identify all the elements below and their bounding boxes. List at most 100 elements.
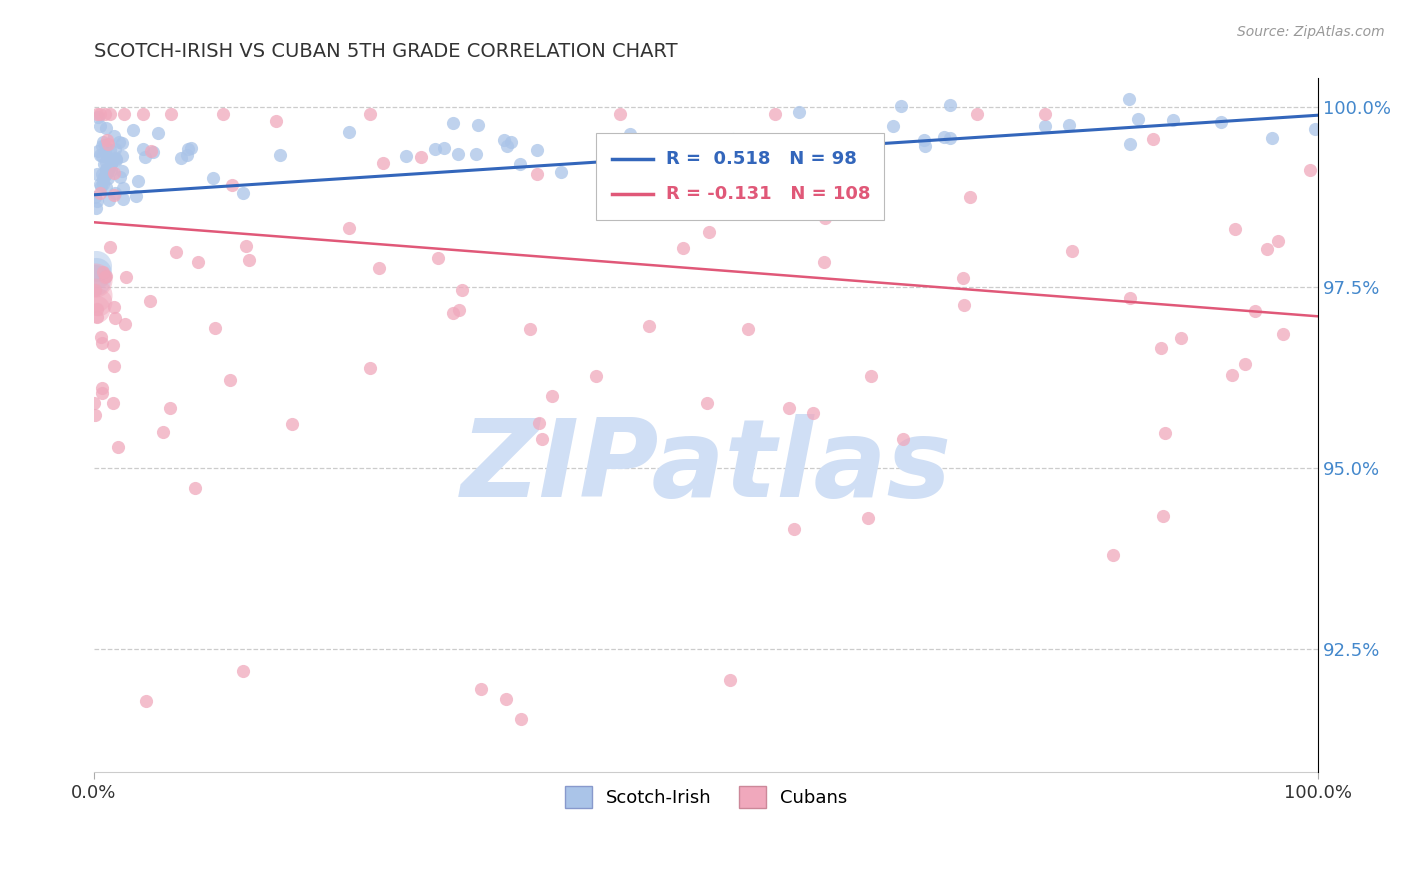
Point (373, 156, 395, 170)
Point (1267, 234, 1289, 248)
Point (939, 98, 962, 112)
Point (98, 161, 121, 176)
Point (441, 305, 464, 319)
Point (1152, 508, 1174, 523)
Point (139, 294, 162, 309)
Point (89, 186, 111, 200)
Text: R =  0.518   N = 98: R = 0.518 N = 98 (665, 150, 856, 168)
Point (94, 167, 117, 181)
Point (135, 693, 157, 707)
Point (783, 522, 806, 536)
Point (103, 359, 125, 374)
Point (87, 145, 110, 159)
Point (492, 133, 515, 147)
Point (541, 388, 564, 402)
Point (721, 131, 744, 145)
Point (127, 174, 149, 188)
Point (441, 116, 464, 130)
Point (100, 107, 122, 121)
Point (86, 302, 108, 317)
Point (93, 265, 115, 279)
Point (89, 120, 111, 134)
Text: ZIPatlas: ZIPatlas (461, 414, 952, 519)
Point (101, 338, 124, 352)
Point (882, 120, 904, 134)
Text: Source: ZipAtlas.com: Source: ZipAtlas.com (1237, 25, 1385, 39)
Point (235, 238, 257, 252)
Point (100, 163, 122, 178)
Point (939, 131, 962, 145)
Point (1161, 113, 1184, 128)
Point (527, 416, 550, 430)
Point (87, 110, 110, 124)
Point (637, 318, 659, 333)
Point (1126, 112, 1149, 126)
Point (101, 396, 124, 410)
Point (84, 190, 107, 204)
Point (914, 139, 936, 153)
Point (84, 408, 107, 422)
Point (778, 401, 800, 415)
Point (176, 148, 198, 162)
Point (427, 251, 450, 265)
Point (599, 133, 621, 147)
Point (359, 107, 381, 121)
Point (121, 123, 143, 137)
Point (1035, 120, 1057, 134)
Point (124, 189, 146, 203)
Point (103, 165, 125, 179)
Point (526, 143, 548, 157)
Point (84, 273, 107, 287)
Point (107, 440, 129, 454)
Point (96, 150, 118, 164)
Point (1225, 222, 1247, 236)
Point (447, 302, 470, 317)
Point (1150, 341, 1173, 355)
Point (423, 142, 446, 156)
Point (1170, 331, 1192, 345)
Point (232, 664, 254, 678)
Point (97, 170, 120, 185)
Point (953, 297, 976, 311)
Point (219, 373, 242, 387)
Point (433, 141, 456, 155)
Point (108, 135, 131, 149)
Point (763, 107, 786, 121)
Point (496, 139, 519, 153)
Point (801, 406, 824, 420)
Point (84, 287, 107, 301)
Point (91, 135, 114, 149)
Point (134, 150, 156, 164)
Point (1233, 357, 1256, 371)
Point (204, 320, 226, 334)
Point (98, 239, 121, 253)
Point (115, 270, 138, 285)
Point (141, 145, 163, 160)
Point (91, 148, 114, 162)
Point (94, 269, 117, 284)
Point (97, 136, 120, 151)
Point (94, 145, 117, 160)
Text: SCOTCH-IRISH VS CUBAN 5TH GRADE CORRELATION CHART: SCOTCH-IRISH VS CUBAN 5TH GRADE CORRELAT… (94, 42, 678, 61)
Point (499, 136, 522, 150)
Point (856, 510, 879, 524)
Point (859, 369, 882, 384)
Point (96, 121, 118, 136)
Point (1142, 132, 1164, 146)
Point (103, 300, 125, 314)
Point (619, 127, 641, 141)
Point (84, 273, 107, 287)
Point (86, 310, 108, 324)
Point (94, 179, 117, 194)
Point (97, 162, 120, 177)
Point (281, 417, 304, 432)
Point (96, 154, 118, 169)
Point (1298, 162, 1320, 177)
Point (111, 164, 134, 178)
Point (467, 118, 489, 132)
Point (367, 261, 389, 276)
Point (890, 99, 912, 113)
Point (108, 169, 131, 184)
Point (170, 151, 193, 165)
Point (86, 294, 108, 309)
